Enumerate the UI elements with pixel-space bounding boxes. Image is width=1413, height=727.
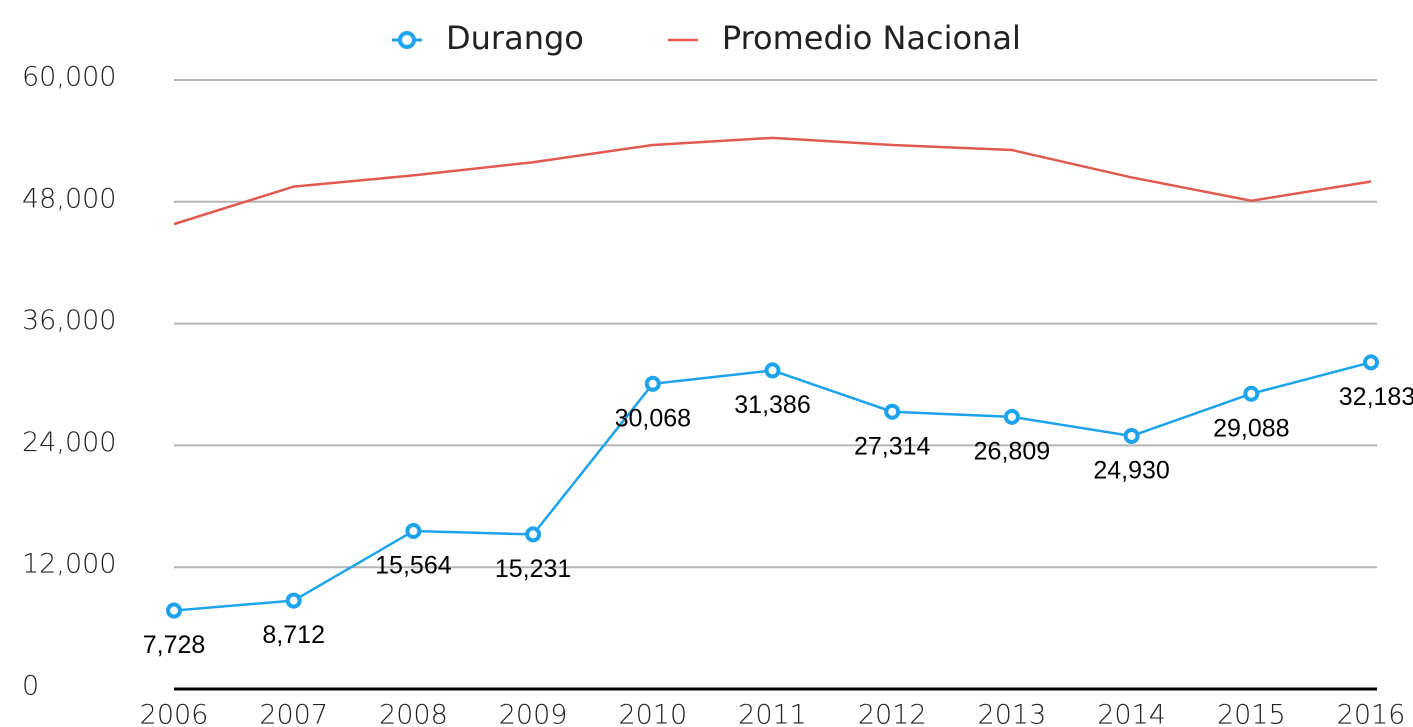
point	[405, 523, 422, 540]
point	[285, 592, 302, 609]
y-tick-label: 60,000	[22, 62, 116, 93]
x-tick-label: 2011	[738, 700, 807, 727]
legend-swatch	[398, 31, 416, 49]
point	[884, 403, 901, 420]
point	[525, 526, 542, 543]
data-label: 15,231	[495, 555, 571, 583]
point	[1123, 427, 1140, 444]
point	[1003, 408, 1020, 425]
data-label: 29,088	[1213, 414, 1289, 442]
data-label: 30,068	[615, 404, 691, 432]
x-tick-label: 2016	[1337, 700, 1406, 727]
point	[764, 362, 781, 379]
x-tick-label: 2013	[978, 700, 1047, 727]
y-tick-label: 12,000	[22, 549, 116, 580]
data-label: 24,930	[1093, 457, 1169, 485]
data-label: 15,564	[375, 552, 452, 580]
legend-label: Durango	[446, 19, 584, 57]
x-tick-label: 2010	[618, 700, 687, 727]
y-tick-label: 48,000	[22, 183, 116, 214]
data-label: 27,314	[854, 432, 931, 460]
data-label: 8,712	[262, 621, 325, 649]
point	[1363, 354, 1379, 371]
x-tick-label: 2009	[499, 700, 568, 727]
x-tick-label: 2015	[1217, 700, 1286, 727]
point	[644, 375, 661, 392]
data-label: 32,183	[1339, 383, 1413, 411]
legend-label: Promedio Nacional	[722, 19, 1021, 57]
y-tick-label: 36,000	[22, 305, 116, 336]
x-tick-label: 2014	[1097, 700, 1166, 727]
y-tick-label: 0	[22, 671, 39, 702]
line	[173, 136, 1372, 226]
data-label: 7,728	[143, 631, 206, 659]
data-label: 26,809	[974, 437, 1050, 465]
point	[166, 602, 182, 619]
point	[1243, 385, 1260, 402]
x-tick-label: 2006	[140, 700, 209, 727]
x-tick-label: 2012	[858, 700, 927, 727]
x-tick-label: 2007	[259, 700, 328, 727]
data-label: 31,386	[734, 391, 810, 419]
y-tick-label: 24,000	[22, 427, 116, 458]
x-tick-label: 2008	[379, 700, 448, 727]
